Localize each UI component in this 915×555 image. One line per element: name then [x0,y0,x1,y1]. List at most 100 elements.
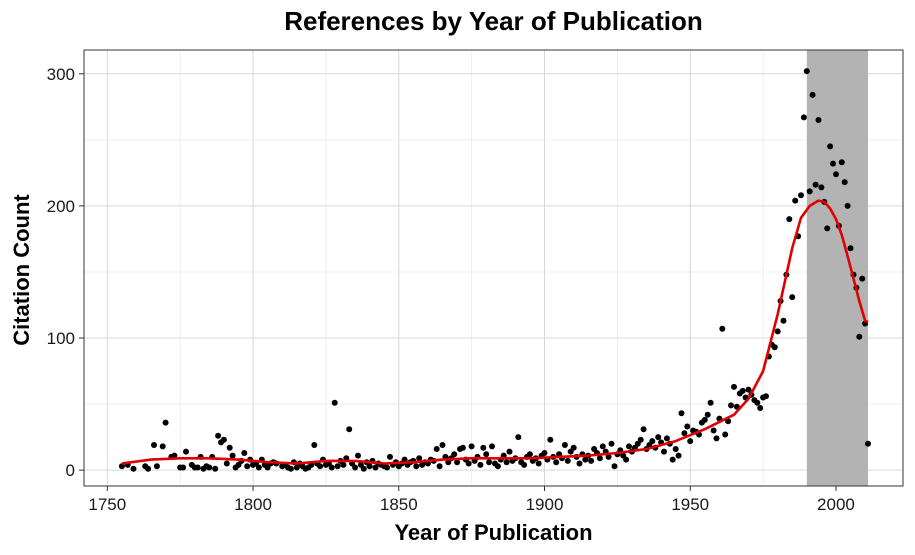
data-point [468,443,475,450]
data-point [576,460,583,467]
highlight-band [806,50,869,486]
data-point [626,443,632,450]
data-point [655,434,662,441]
data-point [841,179,848,186]
data-point [494,463,501,470]
data-point [803,68,810,75]
data-point [672,446,679,452]
data-point [687,438,694,445]
data-point [118,463,125,470]
data-point [675,452,682,459]
data-point [229,452,236,459]
x-tick-label: 1950 [671,495,709,514]
data-point [212,465,219,472]
data-point [588,457,595,464]
data-points [118,68,871,472]
data-point [856,333,863,340]
data-point [827,143,834,150]
data-point [815,117,822,123]
data-point [731,383,737,390]
data-point [798,192,804,199]
data-point [763,393,769,400]
data-point [847,245,854,252]
data-point [833,171,839,178]
data-point [830,160,836,167]
data-point [451,451,458,458]
data-point [206,464,213,471]
data-point [704,411,711,418]
data-point [678,410,685,417]
data-point [331,399,338,406]
y-tick-label: 0 [66,461,75,480]
axis-ticks: 1750 1800 1850 1900 1950 2000 0 100 200 300 [47,65,855,514]
y-tick-label: 200 [47,197,75,216]
x-tick-label: 2000 [817,495,855,514]
data-point [180,464,187,471]
data-point [366,463,373,470]
data-point [605,453,612,460]
data-point [824,225,831,232]
data-point [786,216,793,223]
data-point [436,463,443,470]
data-point [413,463,420,470]
grid-lines [84,50,903,486]
data-point [183,448,189,455]
data-point [171,452,178,459]
data-point [255,464,262,471]
data-point [771,344,778,351]
data-point [439,442,446,448]
data-point [570,444,577,451]
data-point [360,465,367,472]
data-point [287,465,294,472]
data-point [387,453,393,460]
x-tick-label: 1800 [234,495,272,514]
data-point [596,455,603,462]
data-point [713,435,720,442]
data-point [553,459,560,466]
data-point [809,91,816,98]
data-point [226,444,233,451]
data-point [159,443,166,450]
data-point [541,450,548,456]
data-point [465,460,472,467]
data-point [401,456,408,463]
data-point [818,184,825,191]
data-point [483,451,490,458]
data-point [684,423,691,430]
data-point [792,197,799,204]
data-point [317,463,324,470]
data-point [223,460,230,467]
data-point [865,440,871,447]
data-point [355,452,361,459]
y-axis-label: Citation Count [9,194,34,346]
data-point [710,427,717,434]
data-point [780,317,787,324]
data-point [561,442,568,448]
data-point [707,399,714,406]
data-point [535,460,542,467]
data-point [611,463,618,470]
data-point [859,275,866,282]
data-point [623,456,630,463]
data-point [789,294,796,301]
x-tick-label: 1900 [526,495,564,514]
data-point [162,419,169,426]
y-tick-label: 100 [47,329,75,348]
data-point [637,436,644,443]
data-point [754,399,761,406]
data-point [521,461,528,468]
data-point [757,405,764,411]
data-point [340,461,347,468]
data-point [774,328,781,335]
data-point [728,402,734,409]
y-tick-label: 300 [47,65,75,84]
data-point [608,440,615,447]
plot-border [83,49,904,487]
data-point [812,181,819,188]
data-point [719,325,726,332]
data-point [416,455,423,462]
data-point [526,451,533,458]
data-point [506,448,513,455]
data-point [486,459,493,466]
data-point [352,464,359,471]
